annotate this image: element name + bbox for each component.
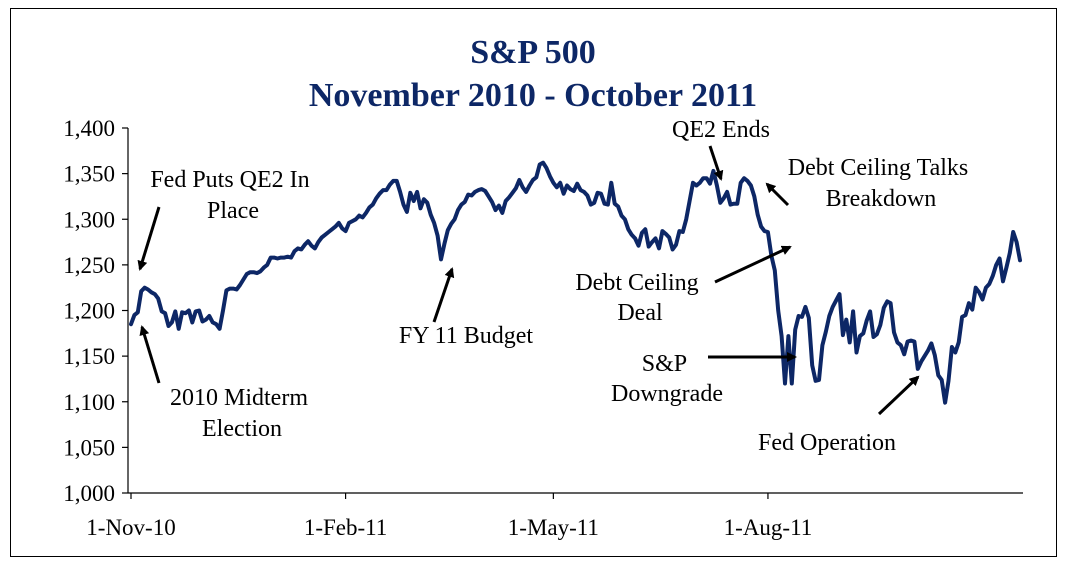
annotation-fy11-budget: FY 11 Budget bbox=[399, 323, 534, 349]
y-tick-label: 1,150 bbox=[63, 344, 115, 369]
sp500-line-chart: S&P 500 November 2010 - October 2011 1,0… bbox=[63, 34, 1023, 540]
y-tick-label: 1,200 bbox=[63, 299, 115, 324]
annotation-debt-ceiling-deal: Debt Ceiling Deal bbox=[575, 270, 704, 326]
arrow-fed-operation bbox=[877, 375, 920, 416]
chart-subtitle: November 2010 - October 2011 bbox=[309, 77, 757, 114]
annotation-fed-operation: Fed Operation bbox=[758, 430, 896, 456]
y-ticks: 1,000 1,050 1,100 1,150 1,200 1,250 1,300 1,350… bbox=[63, 116, 128, 506]
x-ticks: 1-Nov-10 1-Feb-11 1-May-11 1-Aug-11 bbox=[86, 493, 812, 540]
arrow-debt-ceiling-deal bbox=[714, 245, 792, 284]
arrow-fed-qe2 bbox=[137, 206, 161, 271]
y-tick-label: 1,350 bbox=[63, 162, 115, 187]
arrow-fy11-budget bbox=[432, 267, 455, 323]
y-tick-label: 1,400 bbox=[63, 116, 115, 141]
x-tick-label: 1-Aug-11 bbox=[724, 515, 813, 540]
arrow-debt-talks-breakdown bbox=[765, 182, 790, 207]
x-tick-label: 1-Feb-11 bbox=[304, 515, 387, 540]
x-tick-label: 1-May-11 bbox=[508, 515, 599, 540]
annotation-sp-downgrade: S&P Downgrade bbox=[611, 351, 723, 407]
x-tick-label: 1-Nov-10 bbox=[86, 515, 175, 540]
arrow-qe2-ends bbox=[708, 145, 724, 181]
y-tick-label: 1,000 bbox=[63, 481, 115, 506]
sp500-series-line bbox=[129, 160, 1022, 405]
annotation-debt-talks-breakdown: Debt Ceiling Talks Breakdown bbox=[788, 155, 975, 212]
annotation-fed-qe2: Fed Puts QE2 In Place bbox=[150, 167, 315, 224]
y-tick-label: 1,100 bbox=[63, 390, 115, 415]
chart-frame: S&P 500 November 2010 - October 2011 1,0… bbox=[10, 8, 1057, 557]
arrow-midterm-election bbox=[139, 325, 161, 384]
y-tick-label: 1,050 bbox=[63, 435, 115, 460]
y-tick-label: 1,250 bbox=[63, 253, 115, 278]
chart-title: S&P 500 bbox=[470, 34, 596, 71]
annotation-qe2-ends: QE2 Ends bbox=[672, 117, 770, 143]
y-tick-label: 1,300 bbox=[63, 207, 115, 232]
annotation-midterm-election: 2010 Midterm Election bbox=[170, 385, 314, 442]
